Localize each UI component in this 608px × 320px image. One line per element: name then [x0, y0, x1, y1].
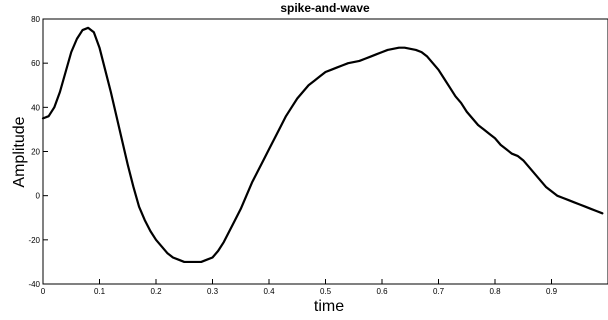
series-line: [41, 26, 604, 264]
y-tick-label: 60: [31, 59, 40, 68]
y-tick-label: -20: [28, 236, 40, 245]
y-axis: -40 -20 0 20 40 60 80: [28, 15, 48, 289]
plot-area: [42, 18, 608, 285]
x-tick-label: 0.9: [546, 287, 558, 296]
x-tick-label: 0.4: [263, 287, 275, 296]
y-axis-label: Amplitude: [11, 116, 28, 187]
y-tick-label: 20: [31, 148, 40, 157]
x-tick-label: 0.5: [320, 287, 332, 296]
x-tick-label: 0.2: [150, 287, 162, 296]
series-layer: [41, 26, 604, 264]
y-tick-label: 80: [31, 15, 40, 24]
x-tick-label: 0.6: [376, 287, 388, 296]
x-tick-label: 0.3: [207, 287, 219, 296]
x-axis-label: time: [314, 298, 344, 315]
x-tick-label: 0.7: [433, 287, 445, 296]
x-tick-label: 0: [41, 287, 46, 296]
y-tick-label: -40: [28, 280, 40, 289]
x-axis: 0 0.1 0.2 0.3 0.4 0.5 0.6 0.7 0.8 0.9: [41, 279, 558, 296]
y-tick-label: 0: [36, 192, 41, 201]
y-tick-label: 40: [31, 103, 40, 112]
x-tick-label: 0.8: [489, 287, 501, 296]
chart-title: spike-and-wave: [280, 1, 370, 15]
x-tick-label: 0.1: [94, 287, 106, 296]
